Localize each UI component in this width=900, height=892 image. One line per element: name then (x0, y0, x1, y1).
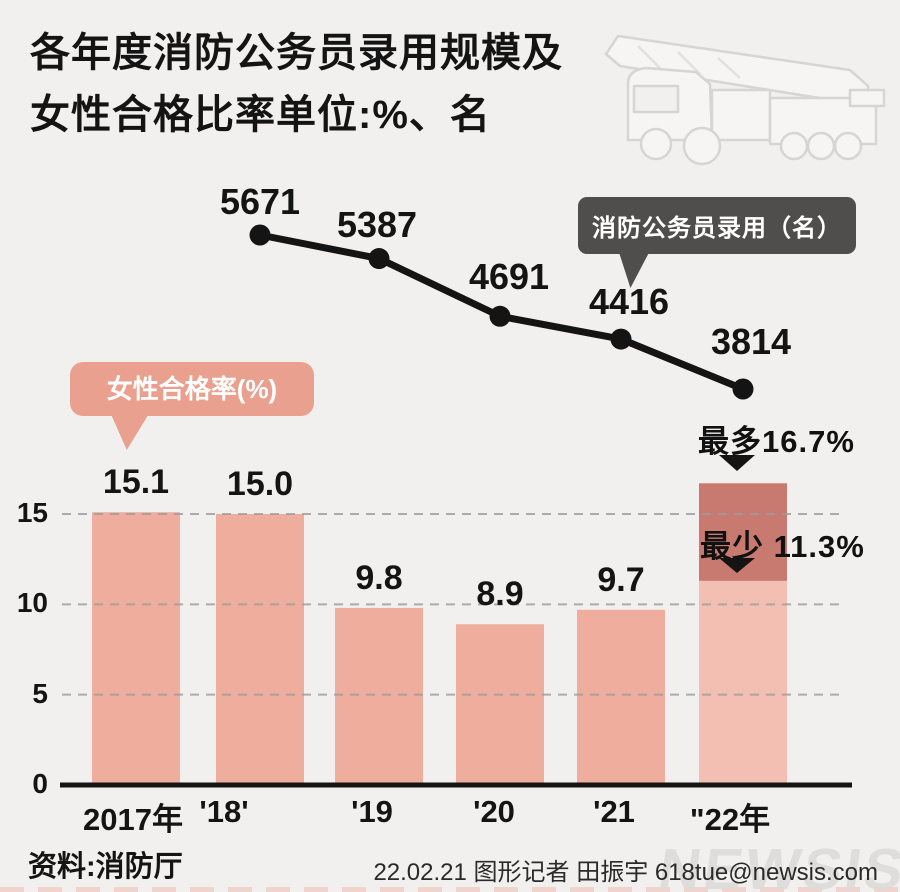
line-point-4416 (610, 328, 632, 350)
credit-label: 22.02.21 图形记者 田振宇 618tue@newsis.com (373, 859, 878, 886)
bar-'18' (216, 514, 304, 785)
bar-'19 (335, 607, 423, 785)
title-line-2: 女性合格比率单位:%、名 (30, 93, 491, 137)
title-line-1: 各年度消防公务员录用规模及 (30, 31, 563, 75)
data-source-label: 资料:消防厅 (28, 851, 183, 883)
line-point-4691 (489, 305, 511, 327)
line-point-3814 (732, 378, 754, 400)
line-point-5671 (249, 224, 271, 246)
line-point-5387 (368, 248, 390, 270)
min-arrow-down-icon (719, 558, 755, 573)
bar-series-label: 女性合格率(%) (106, 374, 278, 404)
bar-series-legend-bubble: 女性合格率(%) (70, 362, 314, 416)
fire-truck-icon (604, 34, 886, 166)
bar-final-lower (699, 580, 787, 785)
page-title: 各年度消防公务员录用规模及 女性合格比率单位:%、名 (30, 22, 563, 146)
max-arrow-down-icon (719, 455, 755, 471)
bar-'21 (577, 609, 665, 785)
line-series-label: 消防公务员录用（名） (592, 215, 842, 242)
bar-'20 (456, 624, 544, 785)
max-rate-annotation: 最多16.7% (698, 424, 855, 459)
line-series-legend-badge: 消防公务员录用（名） (578, 197, 856, 254)
bar-2017年 (92, 512, 180, 785)
bottom-decorative-strip (0, 887, 900, 892)
